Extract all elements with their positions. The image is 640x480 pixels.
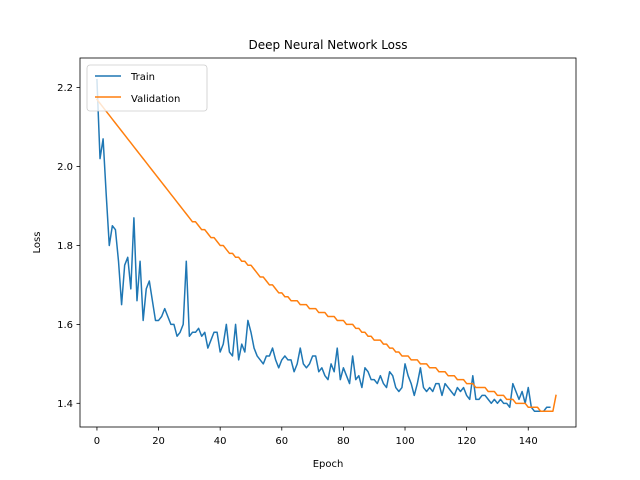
series-line-train <box>96 78 551 412</box>
y-axis-label: Loss <box>32 232 43 254</box>
y-tick-label: 2.0 <box>57 162 73 173</box>
chart-title: Deep Neural Network Loss <box>248 38 407 52</box>
y-tick-label: 1.4 <box>57 399 73 410</box>
x-tick-label: 0 <box>94 436 100 447</box>
y-tick-label: 1.8 <box>57 241 73 252</box>
y-axis-ticks: 1.4 1.6 1.8 2.0 2.2 <box>57 83 80 410</box>
series-line-validation <box>95 98 557 412</box>
x-tick-label: 140 <box>519 436 538 447</box>
plot-frame <box>79 57 577 428</box>
x-tick-label: 40 <box>214 436 227 447</box>
x-axis-ticks: 0 20 40 60 80 100 120 140 <box>94 427 538 447</box>
y-tick-label: 2.2 <box>57 83 73 94</box>
y-tick-label: 1.6 <box>57 320 73 331</box>
series-lines <box>95 78 557 412</box>
legend-label-train: Train <box>130 72 155 83</box>
x-tick-label: 80 <box>337 436 350 447</box>
legend-label-validation: Validation <box>131 94 180 105</box>
x-tick-label: 60 <box>275 436 288 447</box>
x-tick-label: 100 <box>395 436 414 447</box>
x-axis-label: Epoch <box>313 459 344 470</box>
plot-area <box>80 58 576 427</box>
x-tick-label: 20 <box>152 436 165 447</box>
x-tick-label: 120 <box>457 436 476 447</box>
legend: Train Validation <box>86 64 208 112</box>
